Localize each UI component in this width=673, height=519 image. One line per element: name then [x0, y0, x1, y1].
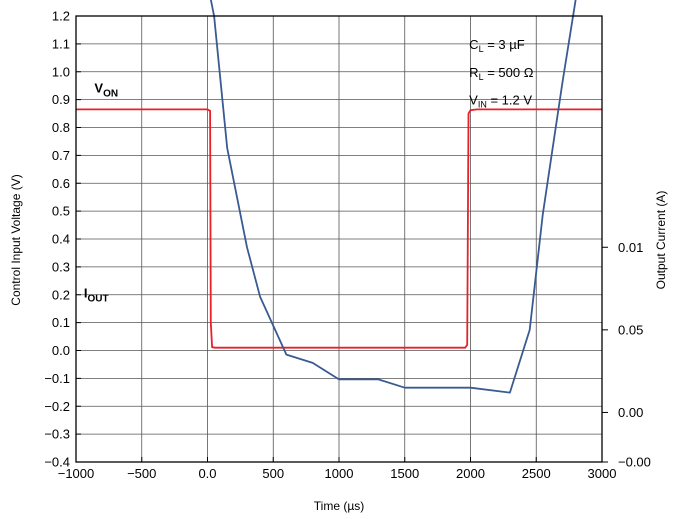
x-tick-label: 1000 [325, 466, 354, 481]
x-tick-label: 0.0 [198, 466, 216, 481]
y-axis-ticks: −0.4 −0.3 −0.2 −0.1 0.0 0.1 0.2 0.3 0.4 0.5 0.6 0.7… [44, 9, 81, 470]
x-axis-ticks: −1000 −500 0.0 500 1000 1500 2000 2500 3000 [58, 457, 617, 481]
x-tick-label: 500 [262, 466, 284, 481]
series-label-sub: OUT [88, 294, 109, 305]
y-tick-label: 0.7 [52, 148, 70, 163]
x-tick-label: −500 [127, 466, 156, 481]
y2-axis-title: Output Current (A) [654, 191, 668, 290]
y-tick-label: −0.4 [44, 455, 70, 470]
y2-tick-label: 0.05 [618, 322, 643, 337]
annotation-line: RL = 500 Ω [469, 65, 534, 82]
y-tick-label: 0.9 [52, 92, 70, 107]
series-label-sub: ON [103, 89, 118, 100]
y-tick-label: 0.0 [52, 343, 70, 358]
x-tick-label: 2000 [456, 466, 485, 481]
annotation-symbol: R [469, 65, 478, 80]
annotation-subscript: L [479, 44, 484, 54]
x-tick-label: 1500 [390, 466, 419, 481]
annotation-value: = 1.2 V [487, 93, 532, 108]
series-label-iout: IOUT [84, 286, 109, 305]
y-tick-label: 0.6 [52, 176, 70, 191]
series-label-von: VON [94, 81, 118, 100]
x-tick-label: −1000 [58, 466, 95, 481]
x-tick-label: 3000 [588, 466, 617, 481]
annotation-symbol: V [469, 93, 478, 108]
y2-tick-label: 0.01 [618, 240, 643, 255]
y-tick-label: 0.1 [52, 315, 70, 330]
annotation-subscript: IN [478, 100, 487, 110]
y-tick-label: 0.8 [52, 120, 70, 135]
y-tick-label: −0.2 [44, 399, 70, 414]
y-tick-label: 1.1 [52, 36, 70, 51]
annotation-value: = 3 µF [484, 37, 525, 52]
y-tick-label: 0.3 [52, 259, 70, 274]
annotation-subscript: L [479, 72, 484, 82]
series-label-main: I [84, 286, 88, 301]
y-tick-label: 1.2 [52, 9, 70, 24]
annotation-line: CL = 3 µF [469, 37, 525, 54]
grid [76, 16, 602, 462]
annotation-line: VIN = 1.2 V [469, 93, 532, 110]
y-tick-label: 1.0 [52, 64, 70, 79]
y-tick-label: 0.5 [52, 204, 70, 219]
annotation-value: = 500 Ω [484, 65, 534, 80]
series-label-main: V [94, 81, 103, 96]
y-axis-title: Control Input Voltage (V) [9, 174, 23, 305]
y-tick-label: 0.2 [52, 287, 70, 302]
series-line-von [76, 108, 602, 349]
annotation-symbol: C [469, 37, 478, 52]
y2-tick-label: 0.00 [618, 405, 643, 420]
y2-tick-label: −0.00 [618, 455, 651, 470]
x-axis-title: Time (µs) [314, 499, 364, 513]
x-tick-label: 2500 [522, 466, 551, 481]
y-tick-label: −0.1 [44, 371, 70, 386]
y-tick-label: −0.3 [44, 427, 70, 442]
y2-axis-ticks: −0.00 0.00 0.05 0.01 [602, 240, 651, 470]
y-tick-label: 0.4 [52, 232, 70, 247]
